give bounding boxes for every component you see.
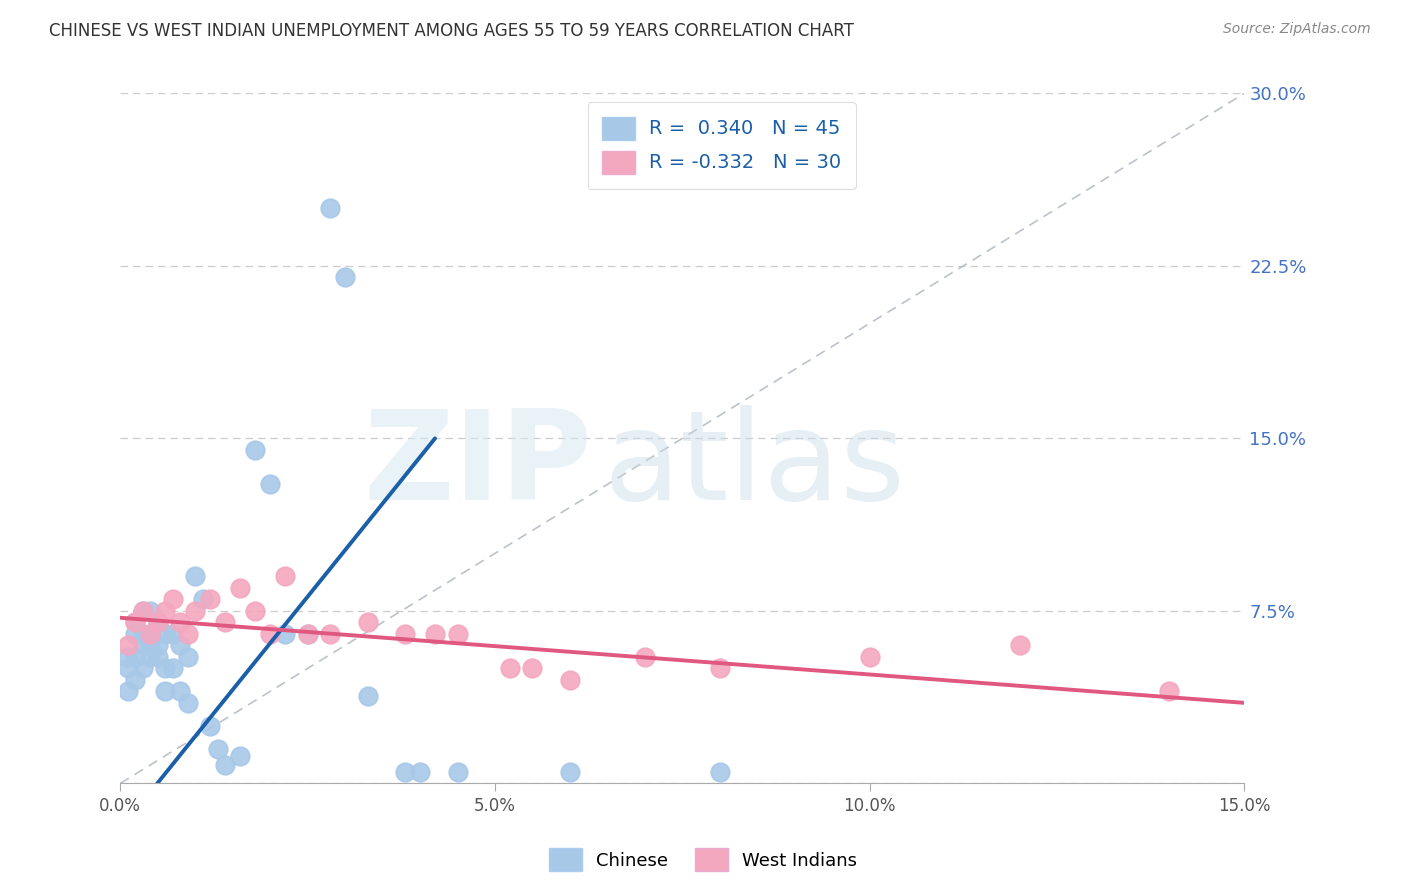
Point	[207, 742, 229, 756]
Legend: R =  0.340   N = 45, R = -0.332   N = 30: R = 0.340 N = 45, R = -0.332 N = 30	[588, 103, 856, 188]
Point	[319, 627, 342, 641]
Point	[117, 661, 139, 675]
Point	[124, 673, 146, 687]
Point	[132, 639, 155, 653]
Point	[155, 627, 177, 641]
Point	[146, 615, 169, 630]
Point	[356, 689, 378, 703]
Point	[423, 627, 446, 641]
Point	[409, 764, 432, 779]
Point	[214, 615, 236, 630]
Point	[446, 627, 468, 641]
Point	[709, 764, 731, 779]
Text: Source: ZipAtlas.com: Source: ZipAtlas.com	[1223, 22, 1371, 37]
Point	[139, 649, 162, 664]
Point	[146, 639, 169, 653]
Point	[184, 569, 207, 583]
Point	[297, 627, 319, 641]
Point	[259, 627, 281, 641]
Point	[155, 661, 177, 675]
Point	[394, 764, 416, 779]
Point	[117, 639, 139, 653]
Point	[146, 649, 169, 664]
Point	[229, 748, 252, 763]
Point	[162, 661, 184, 675]
Point	[394, 627, 416, 641]
Point	[200, 719, 222, 733]
Point	[274, 627, 297, 641]
Point	[333, 270, 356, 285]
Legend: Chinese, West Indians: Chinese, West Indians	[541, 841, 865, 879]
Point	[155, 684, 177, 698]
Point	[177, 627, 200, 641]
Point	[132, 627, 155, 641]
Point	[356, 615, 378, 630]
Point	[139, 604, 162, 618]
Point	[124, 615, 146, 630]
Point	[162, 627, 184, 641]
Point	[558, 764, 581, 779]
Point	[229, 581, 252, 595]
Point	[1159, 684, 1181, 698]
Point	[117, 649, 139, 664]
Point	[146, 615, 169, 630]
Point	[1008, 639, 1031, 653]
Point	[859, 649, 882, 664]
Point	[132, 661, 155, 675]
Point	[177, 696, 200, 710]
Point	[117, 684, 139, 698]
Text: CHINESE VS WEST INDIAN UNEMPLOYMENT AMONG AGES 55 TO 59 YEARS CORRELATION CHART: CHINESE VS WEST INDIAN UNEMPLOYMENT AMON…	[49, 22, 853, 40]
Point	[446, 764, 468, 779]
Point	[499, 661, 522, 675]
Point	[139, 639, 162, 653]
Point	[169, 639, 191, 653]
Point	[259, 477, 281, 491]
Point	[132, 604, 155, 618]
Point	[319, 202, 342, 216]
Point	[634, 649, 657, 664]
Point	[124, 615, 146, 630]
Point	[558, 673, 581, 687]
Point	[522, 661, 544, 675]
Point	[169, 615, 191, 630]
Point	[709, 661, 731, 675]
Point	[132, 604, 155, 618]
Point	[245, 442, 267, 457]
Point	[155, 604, 177, 618]
Point	[214, 758, 236, 772]
Point	[297, 627, 319, 641]
Text: atlas: atlas	[603, 406, 905, 526]
Point	[124, 627, 146, 641]
Point	[191, 592, 214, 607]
Point	[139, 627, 162, 641]
Point	[184, 604, 207, 618]
Point	[245, 604, 267, 618]
Point	[162, 592, 184, 607]
Point	[177, 649, 200, 664]
Point	[169, 684, 191, 698]
Point	[124, 649, 146, 664]
Text: ZIP: ZIP	[364, 406, 592, 526]
Point	[274, 569, 297, 583]
Point	[139, 627, 162, 641]
Point	[200, 592, 222, 607]
